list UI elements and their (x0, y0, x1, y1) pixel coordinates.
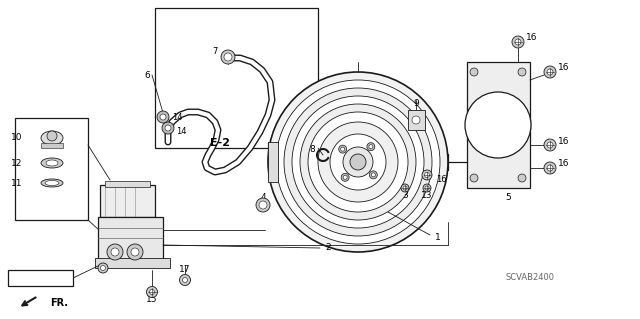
Circle shape (340, 147, 345, 151)
Circle shape (369, 171, 378, 179)
Circle shape (160, 114, 166, 120)
Ellipse shape (41, 158, 63, 168)
Text: B-25-20: B-25-20 (20, 273, 60, 283)
Text: 1: 1 (435, 234, 441, 242)
Circle shape (276, 80, 440, 244)
Circle shape (403, 186, 407, 190)
Circle shape (515, 39, 521, 45)
Text: 5: 5 (505, 194, 511, 203)
Circle shape (221, 50, 235, 64)
Ellipse shape (45, 181, 59, 186)
Circle shape (518, 174, 526, 182)
Circle shape (47, 131, 57, 141)
Ellipse shape (46, 160, 58, 166)
Text: SCVAB2400: SCVAB2400 (506, 273, 554, 283)
Circle shape (470, 174, 478, 182)
Circle shape (131, 248, 139, 256)
Bar (41, 143, 63, 148)
Circle shape (300, 104, 416, 220)
Circle shape (470, 68, 478, 76)
Circle shape (547, 165, 553, 171)
Circle shape (107, 244, 123, 260)
Text: 16: 16 (436, 175, 447, 184)
Bar (408, 110, 425, 130)
Circle shape (512, 36, 524, 48)
Text: 3: 3 (402, 191, 408, 201)
Circle shape (259, 201, 267, 209)
Text: 13: 13 (421, 191, 433, 201)
Bar (98, 217, 163, 262)
Ellipse shape (41, 131, 63, 145)
Circle shape (256, 198, 270, 212)
Text: 16: 16 (558, 160, 570, 168)
Text: 8: 8 (309, 145, 315, 154)
Circle shape (424, 173, 429, 177)
Circle shape (98, 263, 108, 273)
Text: 16: 16 (558, 63, 570, 72)
Circle shape (343, 175, 347, 179)
Circle shape (425, 186, 429, 190)
Circle shape (292, 96, 424, 228)
Text: 16: 16 (526, 33, 538, 42)
Circle shape (182, 278, 188, 283)
Circle shape (339, 145, 347, 153)
Circle shape (147, 286, 157, 298)
Bar (8, 270, 73, 286)
Circle shape (224, 53, 232, 61)
Circle shape (401, 184, 409, 192)
Bar (105, 181, 150, 187)
Circle shape (330, 134, 386, 190)
Text: E-2: E-2 (210, 138, 230, 148)
Circle shape (284, 88, 432, 236)
Circle shape (179, 275, 191, 286)
Circle shape (350, 154, 366, 170)
Circle shape (422, 170, 432, 180)
Bar (100, 185, 155, 217)
Circle shape (367, 143, 375, 151)
Text: 14: 14 (172, 113, 182, 122)
Circle shape (162, 122, 174, 134)
Text: 9: 9 (413, 99, 419, 108)
Bar (95, 258, 170, 268)
Text: 15: 15 (147, 295, 157, 305)
Circle shape (318, 122, 398, 202)
Bar (155, 8, 318, 148)
Text: 4: 4 (260, 192, 266, 202)
Circle shape (544, 162, 556, 174)
Text: 7: 7 (212, 47, 218, 56)
Circle shape (157, 111, 169, 123)
Circle shape (544, 139, 556, 151)
Text: 6: 6 (144, 70, 150, 79)
Circle shape (268, 72, 448, 252)
Circle shape (369, 145, 373, 149)
Text: 11: 11 (10, 179, 22, 188)
Circle shape (547, 69, 553, 75)
Circle shape (165, 125, 171, 131)
Circle shape (100, 265, 106, 271)
Circle shape (412, 116, 420, 124)
Text: FR.: FR. (50, 298, 68, 308)
Circle shape (111, 248, 119, 256)
Circle shape (127, 244, 143, 260)
Ellipse shape (41, 179, 63, 187)
Circle shape (341, 173, 349, 181)
Circle shape (371, 173, 375, 177)
Text: 10: 10 (10, 133, 22, 143)
Text: 2: 2 (325, 243, 331, 253)
Text: 12: 12 (11, 159, 22, 167)
Text: 16: 16 (558, 137, 570, 145)
Text: 14: 14 (176, 127, 186, 136)
Text: 17: 17 (179, 265, 191, 275)
Circle shape (150, 290, 154, 294)
Bar (15, 118, 88, 220)
Circle shape (423, 184, 431, 192)
Bar (268, 142, 278, 182)
Circle shape (465, 92, 531, 158)
Circle shape (308, 112, 408, 212)
Circle shape (547, 142, 553, 148)
Circle shape (518, 68, 526, 76)
Circle shape (544, 66, 556, 78)
Circle shape (343, 147, 373, 177)
Bar (467, 62, 530, 188)
